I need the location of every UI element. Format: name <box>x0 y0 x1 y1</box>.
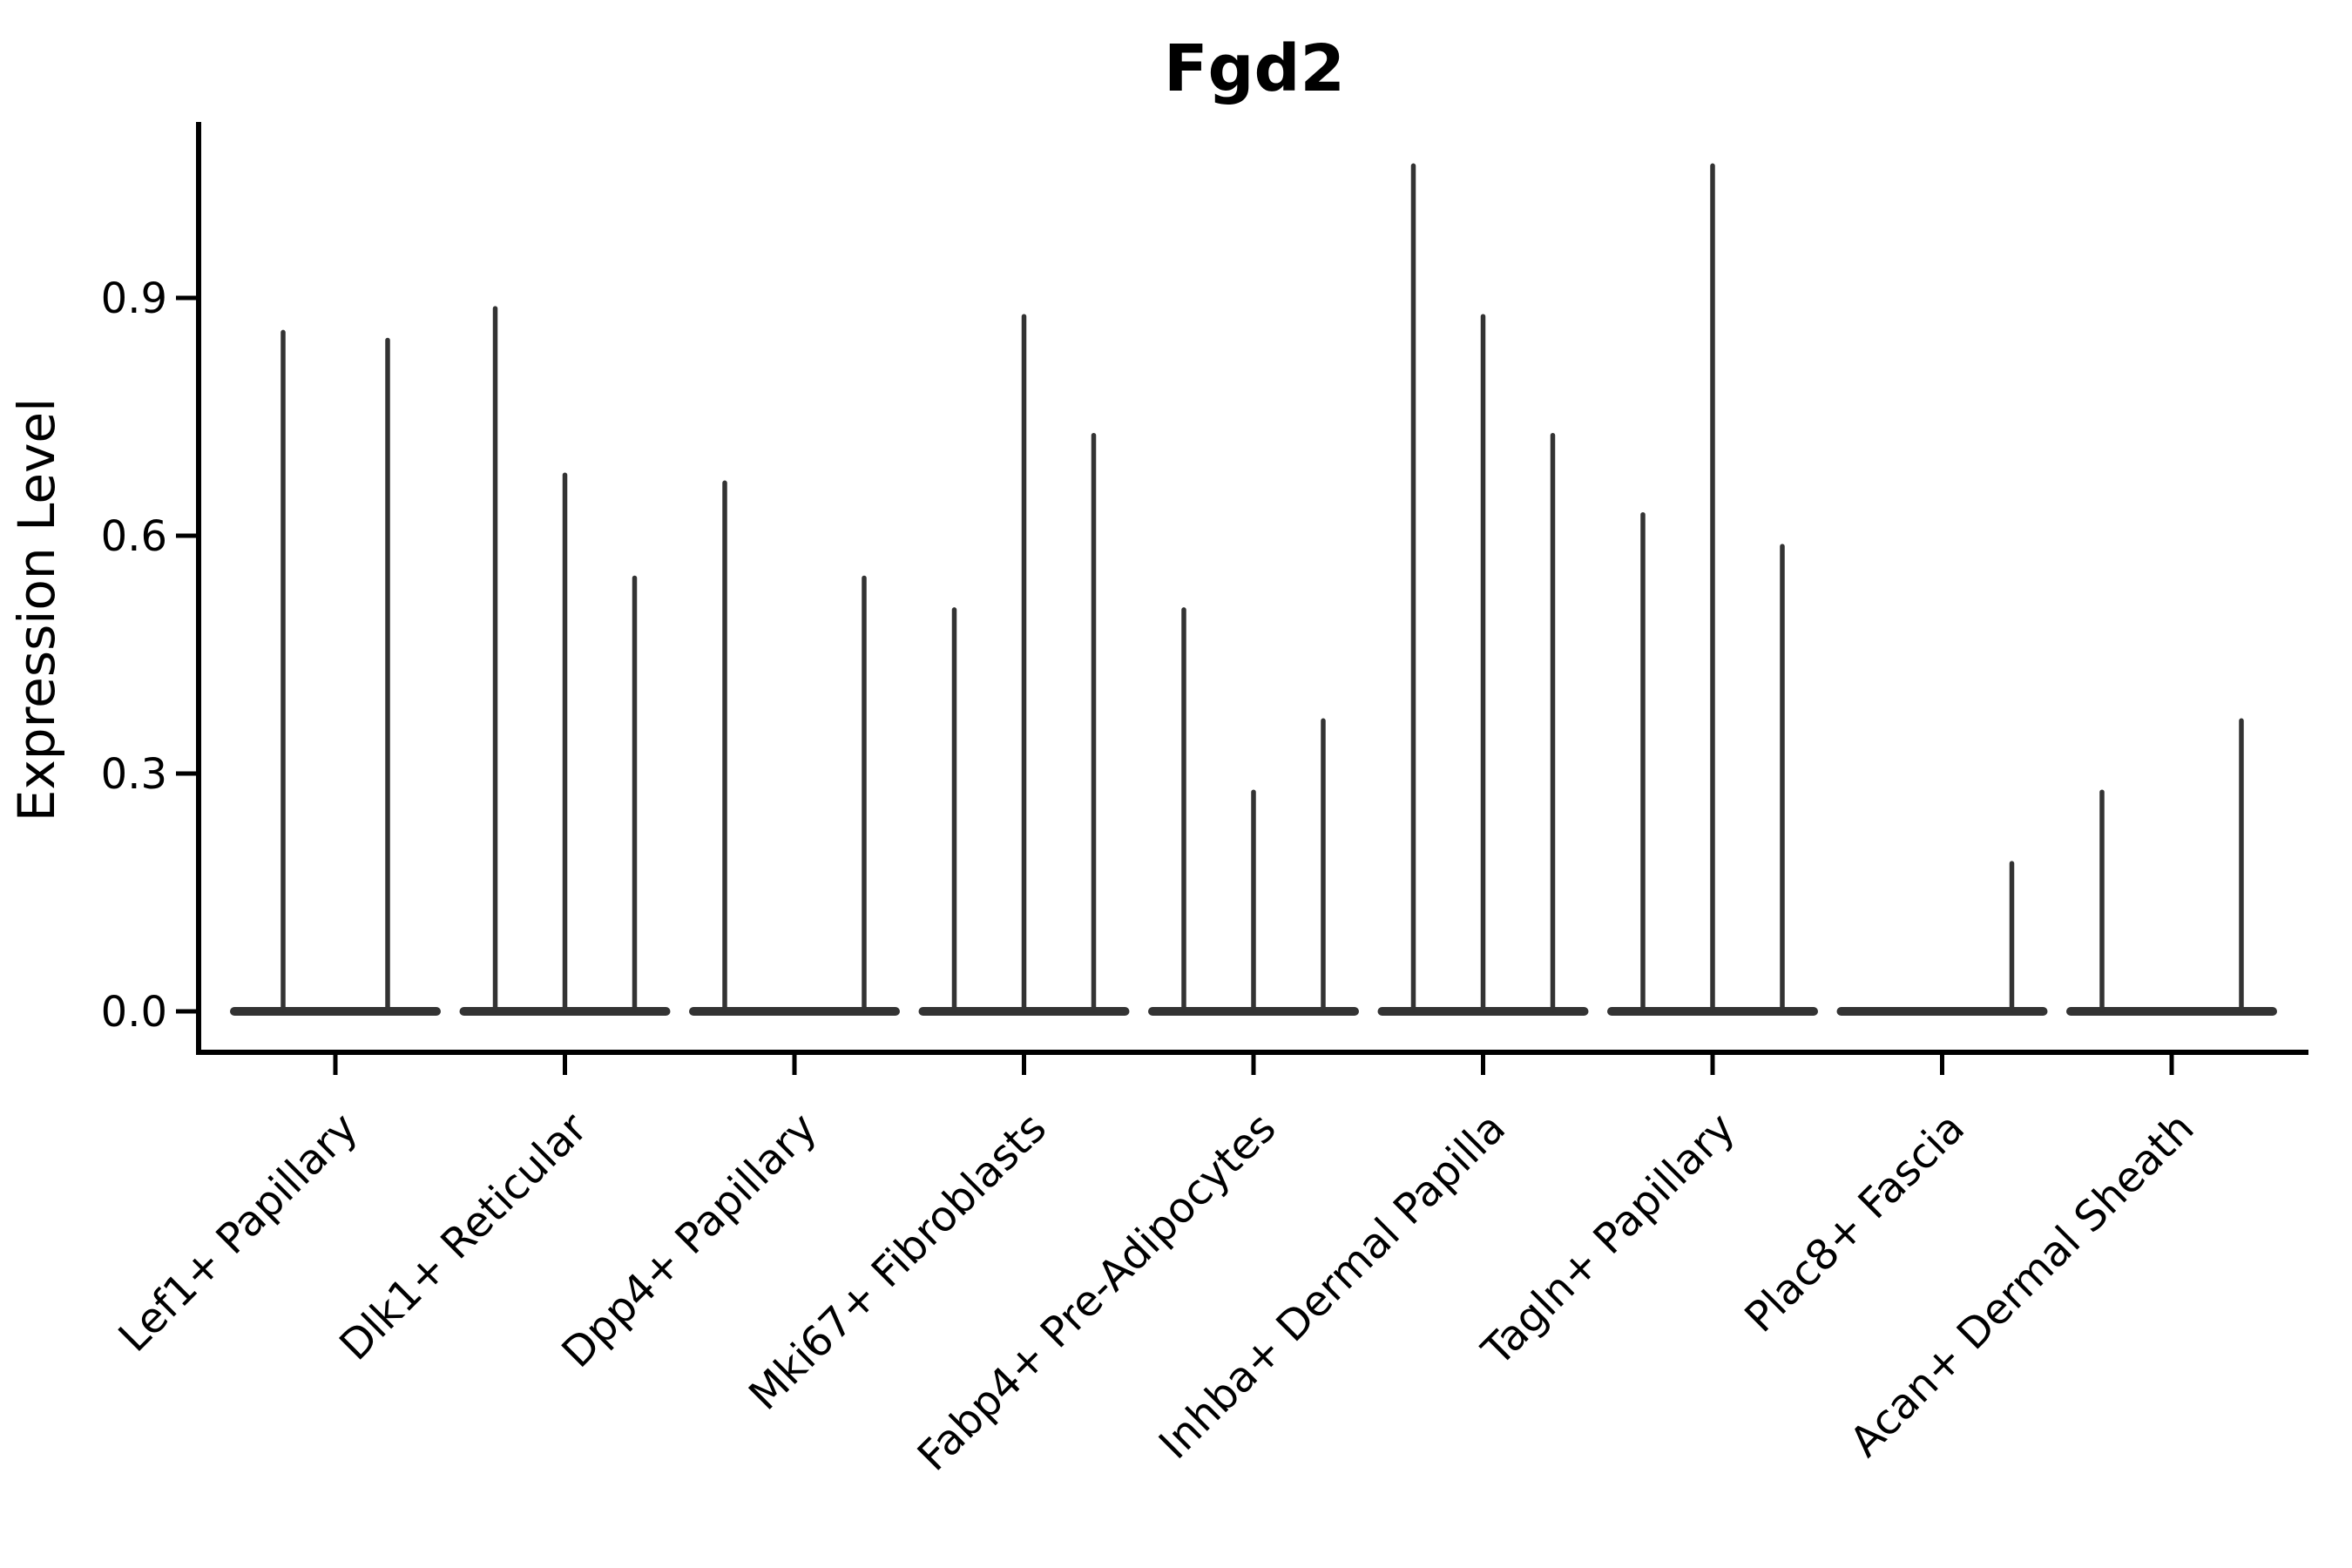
axis-spines <box>196 122 2308 1055</box>
y-axis-label: Expression Level <box>7 398 66 821</box>
y-tick-label: 0.6 <box>101 512 167 561</box>
x-tick-label: Tagln+ Papillary <box>1472 1104 1744 1375</box>
x-tick-label: Dpp4+ Papillary <box>552 1104 826 1377</box>
plot-title: Fgd2 <box>1164 31 1345 106</box>
x-tick-label: Plac8+ Fascia <box>1735 1104 1974 1342</box>
x-tick-label: Dlk1+ Reticular <box>330 1104 597 1370</box>
y-tick-label: 0.0 <box>101 988 167 1037</box>
y-tick-label: 0.3 <box>101 750 167 799</box>
y-tick-label: 0.9 <box>101 274 167 323</box>
x-tick-label: Lef1+ Papillary <box>110 1104 368 1362</box>
